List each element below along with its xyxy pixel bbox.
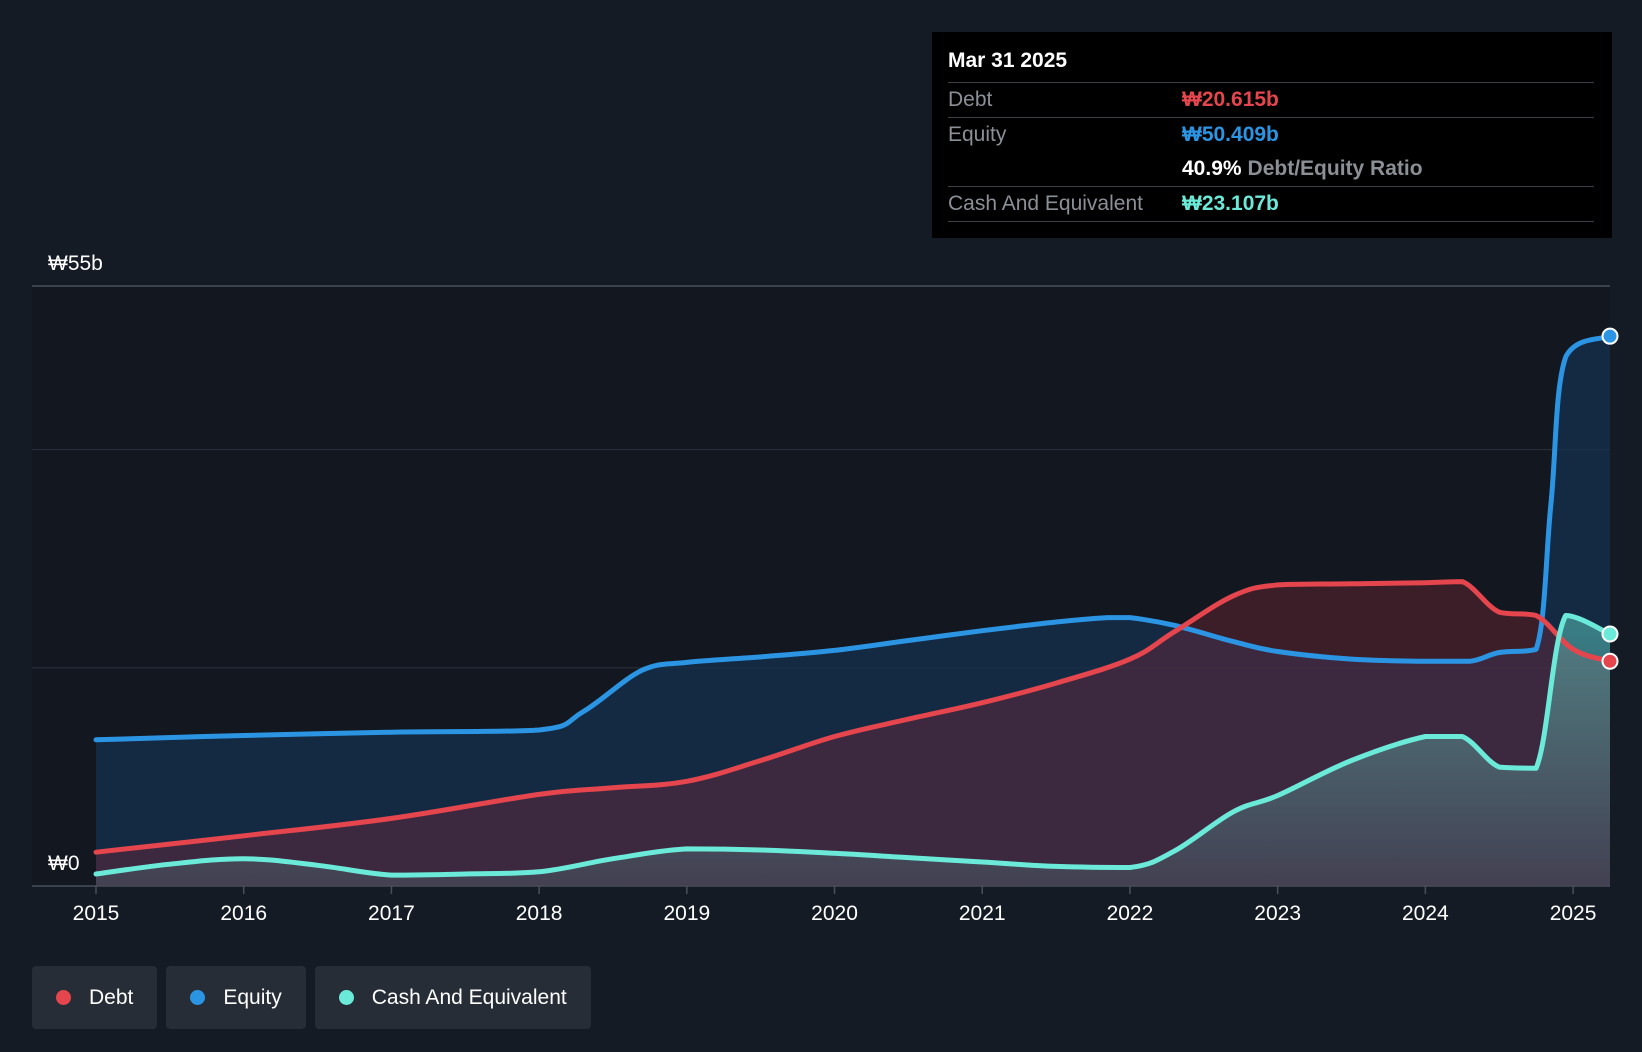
tooltip-row-equity: Equity ₩50.409b (948, 117, 1594, 152)
tooltip-equity-label: Equity (948, 123, 1007, 146)
equity-area (96, 336, 1610, 886)
tooltip-row-debt: Debt ₩20.615b (948, 82, 1594, 117)
legend-cash-label: Cash And Equivalent (371, 985, 567, 1009)
x-tick-label: 2019 (663, 902, 710, 925)
debt-dot-icon (56, 990, 71, 1005)
tooltip: Mar 31 2025 Debt ₩20.615b Equity ₩50.409… (932, 32, 1612, 238)
x-tick-label: 2023 (1254, 902, 1301, 925)
x-tick-label: 2018 (516, 902, 563, 925)
cash-and-equivalent-area (96, 615, 1610, 886)
cash-and-equivalent-end-point[interactable] (1601, 625, 1619, 643)
legend-item-cash[interactable]: Cash And Equivalent (314, 966, 591, 1029)
legend-item-debt[interactable]: Debt (32, 966, 158, 1029)
tooltip-equity-value: ₩50.409b (1182, 123, 1279, 146)
legend-equity-label: Equity (223, 985, 282, 1009)
tooltip-debt-value: ₩20.615b (1182, 88, 1279, 111)
x-tick-label: 2022 (1107, 902, 1154, 925)
x-tick-label: 2024 (1402, 902, 1449, 925)
tooltip-date: Mar 31 2025 (948, 49, 1068, 72)
tooltip-cash-label: Cash And Equivalent (948, 192, 1143, 215)
equity-end-point[interactable] (1601, 327, 1619, 345)
tooltip-ratio-value: 40.9% (1182, 157, 1242, 180)
x-tick-label: 2017 (368, 902, 415, 925)
debt-line (93, 579, 1613, 855)
x-tick-label: 2015 (73, 902, 120, 925)
tooltip-debt-label: Debt (948, 88, 993, 111)
legend: Debt Equity Cash And Equivalent (32, 966, 591, 1029)
cash-and-equivalent-line (93, 613, 1613, 878)
equity-line (93, 333, 1613, 743)
y-axis-min-label: ₩0 (48, 852, 80, 875)
legend-debt-label: Debt (89, 985, 134, 1009)
tooltip-row-ratio: 40.9% Debt/Equity Ratio (948, 152, 1594, 186)
y-axis-max-label: ₩55b (48, 252, 103, 275)
x-tick-label: 2025 (1550, 902, 1597, 925)
x-tick-label: 2021 (959, 902, 1006, 925)
equity-dot-icon (190, 990, 206, 1005)
tooltip-cash-value: ₩23.107b (1182, 192, 1279, 215)
tooltip-row-cash: Cash And Equivalent ₩23.107b (948, 186, 1594, 222)
x-tick-label: 2016 (220, 902, 267, 925)
tooltip-ratio-label: Debt/Equity Ratio (1247, 157, 1423, 180)
debt-end-point[interactable] (1601, 652, 1619, 670)
legend-item-equity[interactable]: Equity (166, 966, 306, 1029)
cash-dot-icon (338, 990, 354, 1005)
x-tick-label: 2020 (811, 902, 858, 925)
